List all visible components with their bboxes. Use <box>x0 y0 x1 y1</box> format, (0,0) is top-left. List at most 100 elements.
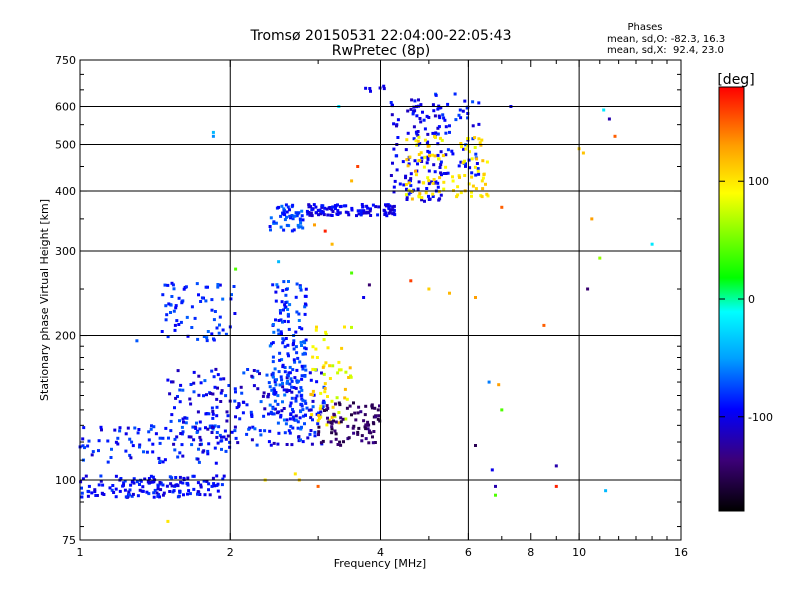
data-point <box>466 112 470 115</box>
data-point <box>272 387 276 391</box>
data-point <box>190 443 194 447</box>
data-point <box>170 281 174 285</box>
data-point <box>175 435 179 439</box>
data-point <box>446 171 450 175</box>
data-point <box>272 221 276 225</box>
data-point <box>210 431 214 434</box>
data-point <box>163 283 167 287</box>
data-point <box>283 366 287 369</box>
data-point <box>409 179 412 183</box>
data-point <box>313 368 317 372</box>
data-point <box>461 109 465 113</box>
data-point <box>226 414 230 418</box>
data-point <box>650 242 654 246</box>
data-point <box>296 356 300 360</box>
data-point <box>385 214 389 218</box>
data-point <box>196 337 200 341</box>
data-point <box>404 193 408 197</box>
data-point <box>93 488 97 492</box>
data-point <box>182 420 185 424</box>
data-point <box>226 434 230 438</box>
data-point <box>301 367 305 371</box>
data-point <box>352 431 356 435</box>
data-point <box>233 399 237 403</box>
data-point <box>480 179 484 183</box>
y-tick-label: 750 <box>55 54 76 67</box>
data-point <box>298 360 302 364</box>
data-point <box>613 134 617 138</box>
data-point <box>284 422 288 426</box>
data-point <box>317 414 321 417</box>
data-point <box>179 480 183 484</box>
data-point <box>554 484 558 488</box>
data-point <box>192 390 196 394</box>
data-point <box>359 410 363 414</box>
data-point <box>281 341 285 345</box>
data-point <box>347 376 351 379</box>
data-point <box>384 211 388 215</box>
data-point <box>269 443 273 447</box>
data-point <box>382 87 386 91</box>
data-point <box>300 327 304 331</box>
data-point <box>364 437 368 441</box>
data-point <box>273 389 277 393</box>
data-point <box>300 404 304 408</box>
data-point <box>149 427 153 431</box>
data-point <box>198 427 202 431</box>
data-point <box>292 228 296 232</box>
data-point <box>326 395 329 398</box>
data-point <box>150 480 154 484</box>
data-point <box>452 189 455 192</box>
data-point <box>378 419 382 423</box>
data-point <box>287 354 290 358</box>
data-point <box>128 453 132 457</box>
data-point <box>154 432 158 436</box>
data-point <box>336 213 340 216</box>
data-point <box>277 260 281 264</box>
data-point <box>291 368 295 372</box>
data-point <box>199 438 203 442</box>
data-point <box>182 287 186 291</box>
data-point <box>285 223 289 227</box>
data-point <box>442 116 446 120</box>
data-point <box>470 194 473 198</box>
data-point <box>205 393 208 397</box>
data-point <box>225 410 229 414</box>
data-point <box>199 300 203 303</box>
data-point <box>432 109 436 113</box>
data-point <box>274 290 278 294</box>
data-point <box>297 435 301 439</box>
data-point <box>204 285 208 289</box>
data-point <box>262 391 266 395</box>
data-point <box>281 289 285 293</box>
data-point <box>290 390 294 394</box>
data-point <box>169 311 172 314</box>
data-point <box>131 479 135 483</box>
data-point <box>150 424 153 428</box>
data-point <box>250 438 254 442</box>
data-point <box>216 386 219 390</box>
data-point <box>91 450 95 454</box>
data-point <box>360 203 364 206</box>
data-point <box>304 287 308 291</box>
data-point <box>211 476 215 480</box>
data-point <box>214 461 218 465</box>
data-point <box>356 411 360 415</box>
data-point <box>475 157 479 161</box>
data-point <box>417 153 421 156</box>
data-point <box>181 481 185 485</box>
data-point <box>178 475 182 479</box>
data-point <box>357 405 361 409</box>
data-point <box>273 392 277 396</box>
data-point <box>292 342 295 345</box>
data-point <box>222 474 226 478</box>
data-point <box>271 355 275 359</box>
data-point <box>220 389 224 393</box>
data-point <box>222 377 226 381</box>
data-point <box>176 484 180 488</box>
data-point <box>308 213 312 217</box>
data-point <box>349 375 353 379</box>
data-point <box>288 404 292 408</box>
data-point <box>278 358 282 362</box>
data-point <box>420 156 424 160</box>
